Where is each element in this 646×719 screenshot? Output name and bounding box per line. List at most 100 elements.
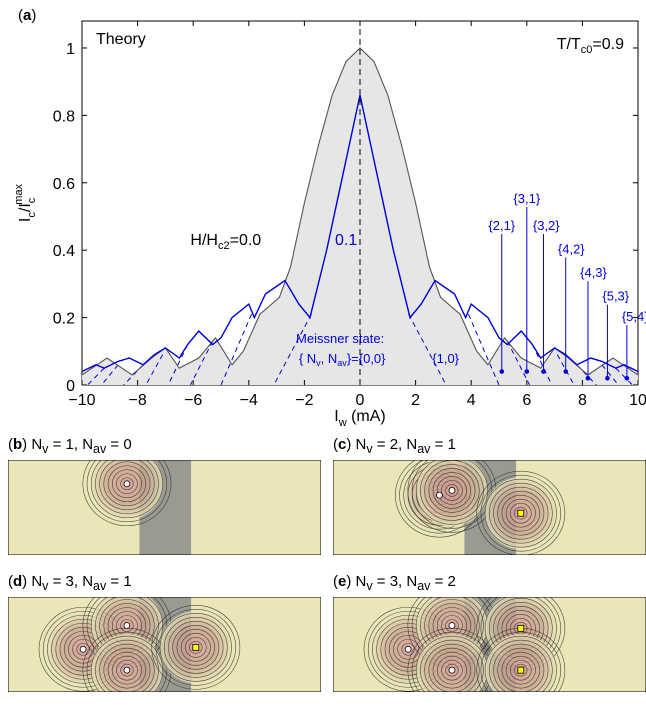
dashed-line-11 [531,344,553,386]
contour-ring [505,655,536,685]
state-marker-dot [499,369,505,374]
vortex-marker [448,486,456,494]
vortex-map-b [8,460,321,555]
vortex-glow [90,634,163,692]
panel-c: (c) Nv = 2, Nav = 1 [333,436,646,556]
contour-ring [189,641,203,654]
contour-ring [424,643,480,692]
panel-d-title: (d) Nv = 3, Nav = 1 [8,573,132,593]
contour-ring [107,651,147,689]
x-tick-label: −4 [240,392,258,409]
state-marker-dot [624,375,630,381]
contour-ring [176,629,216,666]
contour-ring [441,480,463,501]
contour-ring [445,663,459,677]
contour-ring [107,465,147,503]
state-marker-label: {2,1} [488,218,515,233]
series-1-line [81,95,639,373]
contour-ring [86,631,168,692]
contour-ring [116,473,138,495]
contour-ring [436,476,467,505]
x-tick-label: −6 [184,392,202,409]
contour-ring [493,486,549,540]
contour-ring [497,490,545,536]
ic-vs-iw-chart: (a) −10 −8 −6 −4 −2 0 2 4 6 8 10 0 0.2 0.4 0.6 0.8 1 H/Hc… [13,7,646,429]
contour-ring [445,484,459,497]
contour-ring [164,617,228,678]
y-tick-label: 0 [66,378,75,395]
contour-ring [510,502,532,524]
contour-ring [155,609,236,686]
dashed-line-8 [87,367,105,386]
y-tick-label: 0.2 [53,311,75,328]
contour-ring [180,633,211,662]
dashed-line-10 [506,340,531,386]
contour-ring [120,663,134,677]
contour-ring [159,613,232,682]
contour-ring [514,506,528,520]
vortex-map-e [333,597,646,692]
state-marker-dot [541,369,546,374]
contour-ring [411,460,493,529]
x-tick-label: −10 [68,392,95,409]
contour-ring [441,659,463,681]
panel-c-title: (c) Nv = 2, Nav = 1 [333,436,456,456]
contour-ring [424,464,480,517]
dashed-line-12 [556,354,575,386]
vortex-marker [123,666,131,674]
contour-ring [103,461,151,507]
state-marker-label: {4,3} [580,265,607,280]
dashed-line-0 [273,313,312,386]
y-tick-label: 0.6 [53,176,75,193]
contour-ring [480,474,561,552]
vortex-marker [436,491,443,499]
antivortex-marker [517,509,525,517]
contour-ring [436,655,467,685]
contour-ring [116,659,138,681]
contour-ring [514,663,528,677]
contour-ring [111,655,142,685]
state-marker-label: {4,2} [558,242,585,257]
series-label-0: H/Hc2=0.0 [190,232,261,252]
state-marker-label: {3,1} [513,191,540,206]
y-tick-label: 0.8 [53,108,75,125]
annotation-2: {1,0} [432,351,459,366]
contour-ring [103,647,151,692]
contour-ring [168,621,224,674]
annotation-1: { Nv, Nav}={0,0} [299,351,386,368]
vortex-glow [484,634,557,692]
contour-ring [172,625,220,670]
contour-ring [489,639,553,692]
contour-ring [432,651,472,689]
vortex-marker [448,666,456,674]
vortex-marker [404,645,412,653]
inset-title: Theory [96,31,146,48]
dashed-line-5 [145,354,164,386]
contour-ring [501,651,541,689]
dashed-line-4 [167,344,189,386]
contour-ring [120,619,134,632]
contour-ring [428,647,476,692]
contour-ring [90,635,163,692]
contour-ring [505,498,536,528]
contour-ring [493,643,549,692]
state-marker-label: {5,3} [602,289,629,304]
dashed-line-14 [601,364,619,386]
state-marker-label: {3,2} [533,218,560,233]
vortex-map-c [333,460,646,555]
contour-ring [501,494,541,532]
state-marker-label: {5,4} [622,309,646,324]
contour-ring [445,619,459,632]
contour-ring [497,647,545,692]
contour-ring [432,472,472,509]
vortex-marker [123,622,131,629]
contour-ring [484,478,557,548]
x-tick-label: 0 [356,392,365,409]
contour-ring [95,460,159,515]
contour-ring [480,631,561,692]
y-tick-label: 0.4 [53,243,75,260]
panel-e-title: (e) Nv = 3, Nav = 2 [333,573,456,593]
x-tick-label: 4 [467,392,476,409]
contour-ring [111,469,142,499]
vortex-map-d [8,597,321,692]
